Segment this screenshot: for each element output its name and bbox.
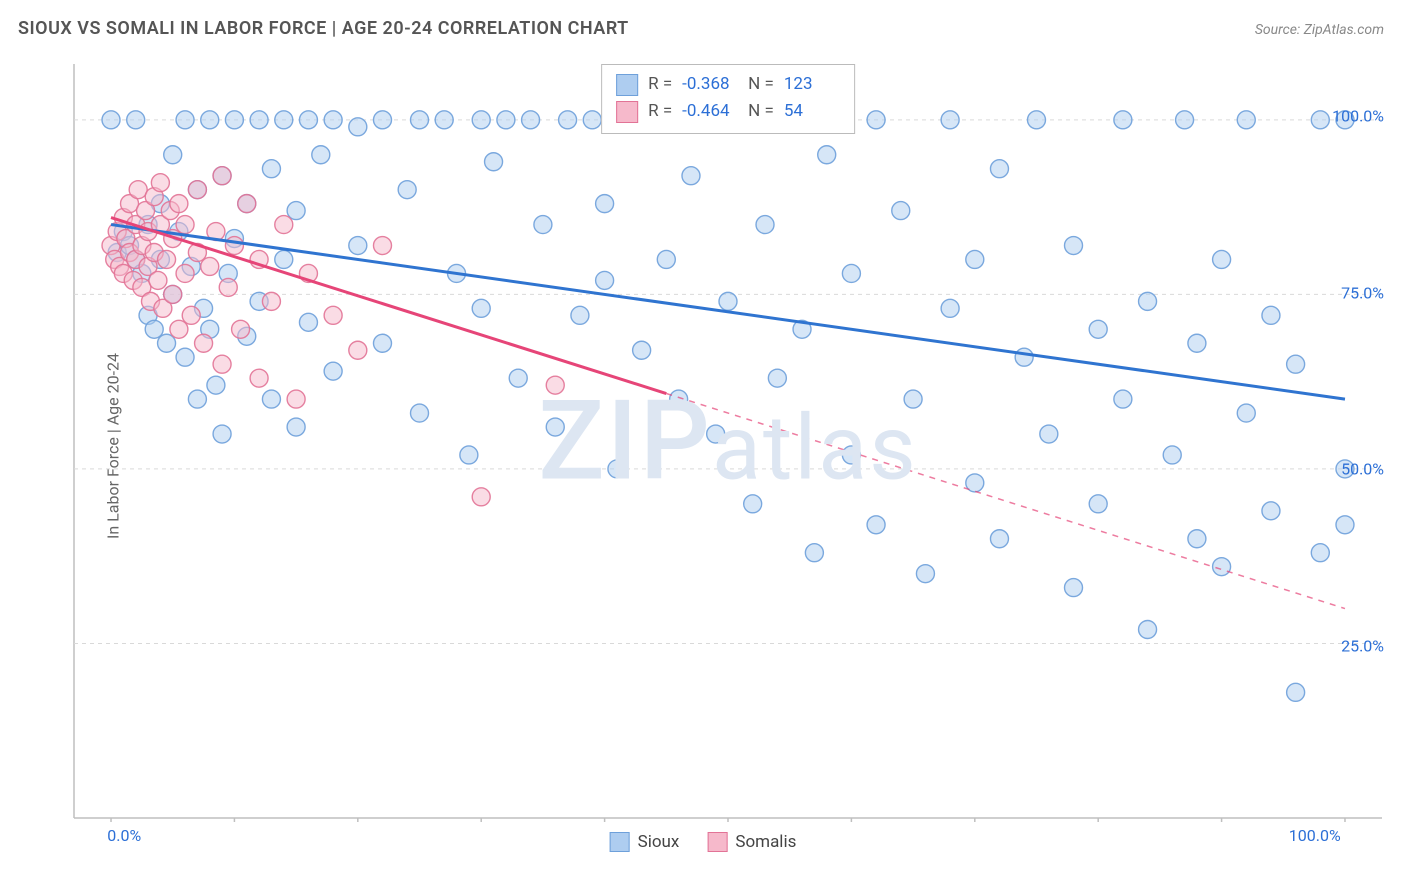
legend-item: Sioux bbox=[610, 832, 680, 852]
correlation-stats-box: R = -0.368 N = 123 R = -0.464 N = 54 bbox=[601, 64, 855, 134]
scatter-chart-svg bbox=[70, 60, 1386, 822]
legend-label: Sioux bbox=[638, 832, 680, 852]
stat-r-value: -0.368 bbox=[682, 71, 738, 98]
x-tick-label: 100.0% bbox=[1289, 826, 1341, 845]
legend: Sioux Somalis bbox=[610, 832, 797, 852]
legend-swatch bbox=[610, 832, 630, 852]
stats-row: R = -0.464 N = 54 bbox=[616, 98, 840, 125]
chart-title: SIOUX VS SOMALI IN LABOR FORCE | AGE 20-… bbox=[18, 18, 629, 39]
plot-area: ZIPatlas R =-0.368N =123R =-0.464N =54 bbox=[70, 60, 1386, 822]
stat-r-label: R = bbox=[648, 71, 672, 98]
x-tick-label: 0.0% bbox=[107, 826, 141, 845]
legend-label: Somalis bbox=[735, 832, 796, 852]
source-attribution: Source: ZipAtlas.com bbox=[1255, 22, 1384, 38]
stats-swatch bbox=[616, 101, 638, 123]
stat-r-value: -0.464 bbox=[682, 98, 738, 125]
stat-n-label: N = bbox=[748, 71, 774, 98]
stats-swatch bbox=[616, 74, 638, 96]
legend-item: Somalis bbox=[707, 832, 796, 852]
stat-n-value: 54 bbox=[784, 98, 840, 125]
stat-n-value: 123 bbox=[784, 71, 840, 98]
stat-n-label: N = bbox=[748, 98, 774, 125]
stat-r-label: R = bbox=[648, 98, 672, 125]
legend-swatch bbox=[707, 832, 727, 852]
stats-row: R = -0.368 N = 123 bbox=[616, 71, 840, 98]
